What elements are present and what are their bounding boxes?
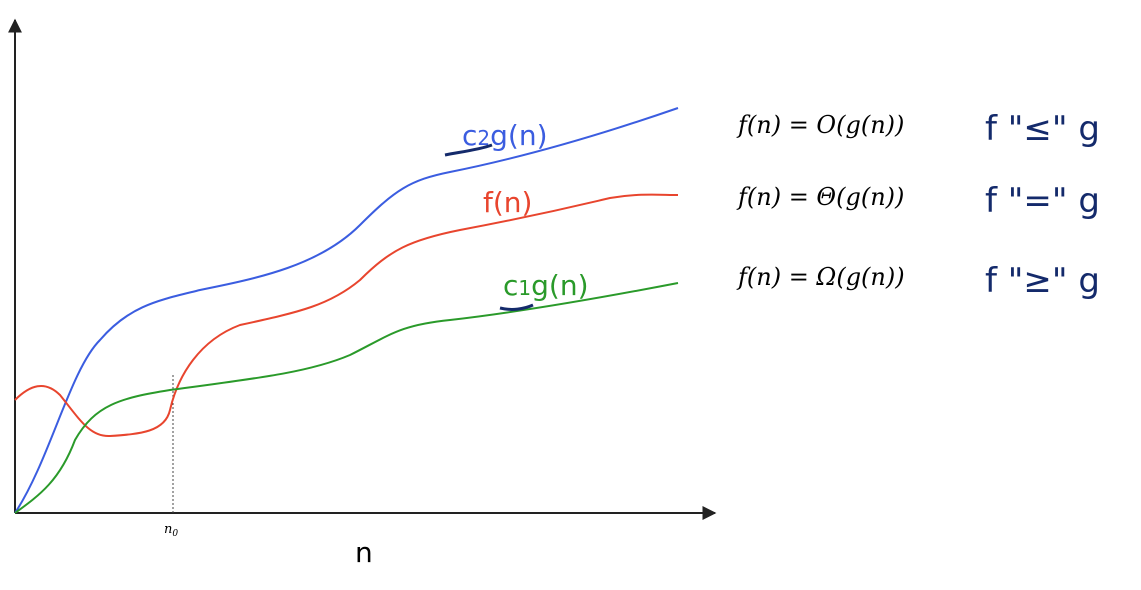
upper-label: c2g(n) (462, 119, 548, 152)
underline (499, 303, 534, 311)
lower-label: c1g(n) (503, 269, 589, 302)
middle-curve (14, 193, 679, 438)
upper-curve (14, 107, 679, 514)
formula: f(n) = Θ(g(n)) (736, 183, 904, 211)
note: f "≤" g (985, 109, 1100, 149)
note: f "≥" g (985, 261, 1100, 301)
x-label: n (355, 536, 373, 569)
lower-curve (14, 282, 679, 514)
n0-label: n0 (164, 522, 178, 539)
formula: f(n) = Ω(g(n)) (736, 263, 905, 291)
middle-label: f(n) (483, 186, 532, 219)
formula: f(n) = O(g(n)) (736, 111, 904, 139)
underline (444, 143, 493, 157)
note: f "=" g (985, 181, 1100, 221)
